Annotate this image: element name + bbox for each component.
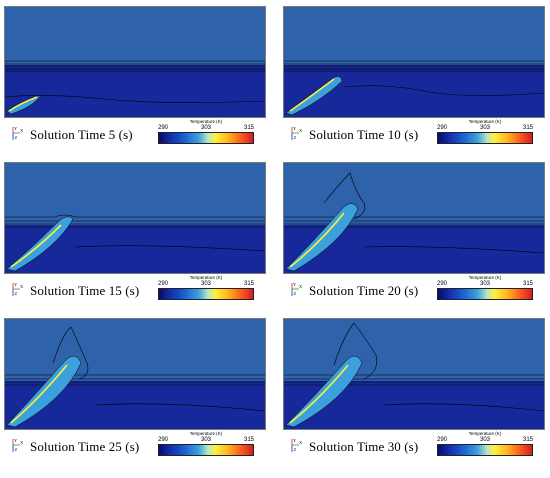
contour-canvas bbox=[284, 7, 544, 117]
legend-mid: 303 bbox=[479, 125, 491, 131]
legend-color-bar bbox=[437, 288, 533, 300]
axis-y-label: Y bbox=[293, 126, 297, 131]
axis-triad-icon: Y X Z bbox=[10, 125, 26, 143]
axis-y-label: Y bbox=[293, 282, 297, 287]
solution-time-caption: Solution Time 5 (s) bbox=[30, 127, 133, 142]
legend-color-bar bbox=[158, 288, 254, 300]
axis-x-label: X bbox=[20, 440, 24, 445]
solution-time-caption: Solution Time 15 (s) bbox=[30, 283, 140, 298]
legend-mid: 303 bbox=[200, 281, 212, 287]
temperature-contour-plot bbox=[283, 318, 545, 430]
axis-x-label: X bbox=[299, 128, 303, 133]
temperature-contour-plot bbox=[4, 162, 266, 274]
temperature-legend: Temperature (K) 290 303 315 bbox=[158, 119, 254, 144]
axis-z-label: Z bbox=[294, 135, 297, 140]
legend-ticks: 290 303 315 bbox=[437, 281, 533, 288]
solution-time-caption: Solution Time 20 (s) bbox=[309, 283, 419, 298]
legend-ticks: 290 303 315 bbox=[158, 281, 254, 288]
axis-y-label: Y bbox=[14, 126, 18, 131]
legend-ticks: 290 303 315 bbox=[437, 125, 533, 132]
contour-canvas bbox=[284, 163, 544, 273]
legend-max: 315 bbox=[522, 437, 533, 443]
axis-y-label: Y bbox=[14, 438, 18, 443]
legend-mid: 303 bbox=[479, 281, 491, 287]
legend-title: Temperature (K) bbox=[468, 119, 502, 124]
solution-time-caption: Solution Time 30 (s) bbox=[309, 439, 419, 454]
axis-triad-icon: Y X Z bbox=[289, 437, 305, 455]
legend-max: 315 bbox=[243, 125, 254, 131]
contour-canvas bbox=[5, 319, 265, 429]
legend-max: 315 bbox=[243, 281, 254, 287]
legend-mid: 303 bbox=[200, 437, 212, 443]
axis-z-label: Z bbox=[15, 135, 18, 140]
legend-color-bar bbox=[437, 132, 533, 144]
temperature-legend: Temperature (K) 290 303 315 bbox=[437, 431, 533, 456]
temperature-contour-plot bbox=[283, 162, 545, 274]
temperature-legend: Temperature (K) 290 303 315 bbox=[437, 275, 533, 300]
legend-min: 290 bbox=[158, 125, 169, 131]
legend-title: Temperature (K) bbox=[468, 275, 502, 280]
legend-color-bar bbox=[437, 444, 533, 456]
legend-max: 315 bbox=[522, 281, 533, 287]
legend-min: 290 bbox=[437, 281, 448, 287]
axis-y-label: Y bbox=[293, 438, 297, 443]
legend-ticks: 290 303 315 bbox=[437, 437, 533, 444]
axis-x-label: X bbox=[299, 440, 303, 445]
legend-ticks: 290 303 315 bbox=[158, 437, 254, 444]
legend-min: 290 bbox=[158, 281, 169, 287]
legend-title: Temperature (K) bbox=[189, 119, 223, 124]
legend-color-bar bbox=[158, 444, 254, 456]
temperature-legend: Temperature (K) 290 303 315 bbox=[437, 119, 533, 144]
temperature-legend: Temperature (K) 290 303 315 bbox=[158, 431, 254, 456]
temperature-legend: Temperature (K) 290 303 315 bbox=[158, 275, 254, 300]
legend-max: 315 bbox=[522, 125, 533, 131]
temperature-contour-plot bbox=[4, 318, 266, 430]
legend-ticks: 290 303 315 bbox=[158, 125, 254, 132]
axis-x-label: X bbox=[20, 128, 24, 133]
legend-title: Temperature (K) bbox=[468, 431, 502, 436]
temperature-contour-plot bbox=[4, 6, 266, 118]
legend-max: 315 bbox=[243, 437, 254, 443]
solution-time-caption: Solution Time 10 (s) bbox=[309, 127, 419, 142]
legend-min: 290 bbox=[437, 125, 448, 131]
axis-triad-icon: Y X Z bbox=[289, 125, 305, 143]
temperature-contour-plot bbox=[283, 6, 545, 118]
axis-z-label: Z bbox=[15, 291, 18, 296]
legend-mid: 303 bbox=[200, 125, 212, 131]
axis-x-label: X bbox=[299, 284, 303, 289]
legend-title: Temperature (K) bbox=[189, 275, 223, 280]
axis-triad-icon: Y X Z bbox=[289, 281, 305, 299]
legend-title: Temperature (K) bbox=[189, 431, 223, 436]
legend-min: 290 bbox=[158, 437, 169, 443]
axis-z-label: Z bbox=[294, 447, 297, 452]
axis-triad-icon: Y X Z bbox=[10, 437, 26, 455]
legend-mid: 303 bbox=[479, 437, 491, 443]
contour-canvas bbox=[284, 319, 544, 429]
legend-color-bar bbox=[158, 132, 254, 144]
axis-y-label: Y bbox=[14, 282, 18, 287]
axis-triad-icon: Y X Z bbox=[10, 281, 26, 299]
axis-x-label: X bbox=[20, 284, 24, 289]
legend-min: 290 bbox=[437, 437, 448, 443]
contour-canvas bbox=[5, 163, 265, 273]
contour-canvas bbox=[5, 7, 265, 117]
axis-z-label: Z bbox=[294, 291, 297, 296]
solution-time-caption: Solution Time 25 (s) bbox=[30, 439, 140, 454]
axis-z-label: Z bbox=[15, 447, 18, 452]
